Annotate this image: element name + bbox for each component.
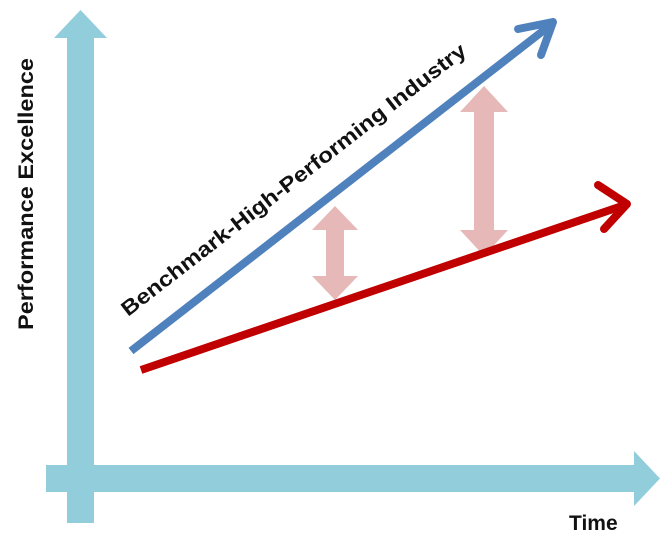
y-axis-arrowhead (54, 10, 107, 38)
double-headed-arrow-icon (312, 206, 358, 300)
company-line (139, 202, 624, 374)
company-trend-arrow (139, 181, 631, 374)
gap-arrow-small (312, 206, 358, 300)
y-axis-label: Performance Excellence (15, 58, 38, 330)
benchmark-line (128, 23, 551, 355)
gap-arrow-large (460, 86, 508, 256)
x-axis-shaft (46, 465, 636, 492)
double-headed-arrow-icon (460, 86, 508, 256)
benchmark-trend-arrow (128, 18, 557, 355)
y-axis-arrow (54, 10, 107, 523)
y-axis-shaft (67, 36, 94, 523)
x-axis-arrowhead (634, 451, 660, 506)
x-axis-arrow (46, 451, 660, 506)
upward-trend-arrow-icon (514, 18, 557, 59)
upward-trend-arrow-icon (594, 181, 631, 233)
x-axis-label: Time (569, 512, 618, 535)
